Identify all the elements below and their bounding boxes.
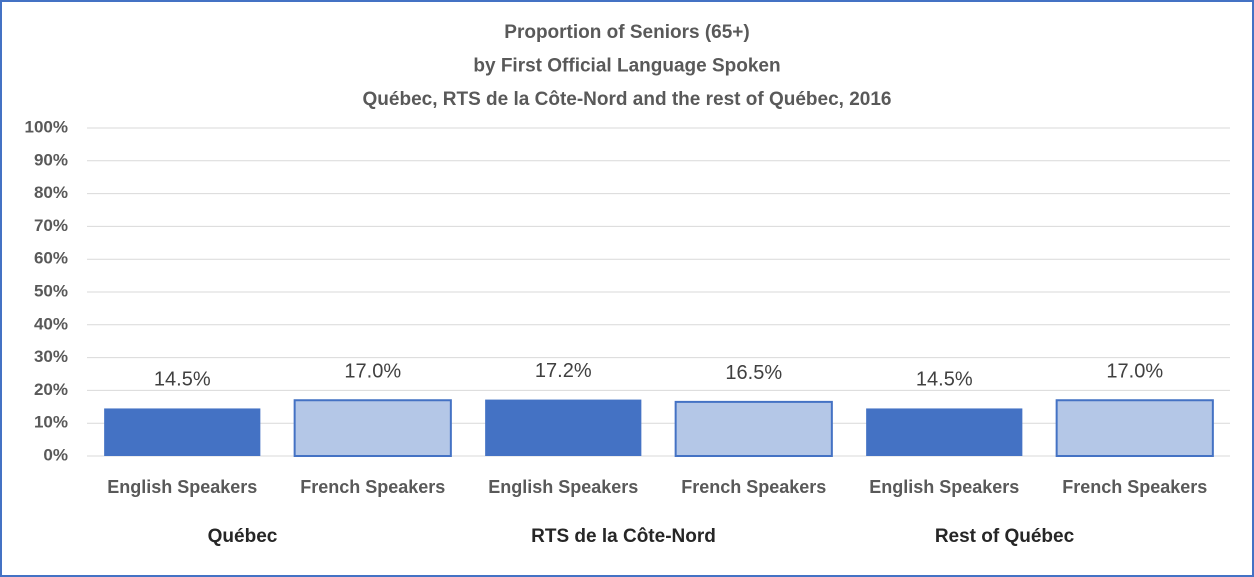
y-tick-label: 40%: [34, 314, 68, 333]
group-label: RTS de la Côte-Nord: [531, 526, 716, 547]
y-tick-label: 60%: [34, 249, 68, 268]
y-tick-label: 70%: [34, 216, 68, 235]
value-label: 14.5%: [916, 369, 973, 391]
y-tick-label: 80%: [34, 183, 68, 202]
value-label: 17.0%: [344, 361, 401, 383]
y-tick-label: 100%: [25, 117, 68, 136]
y-tick-label: 20%: [34, 380, 68, 399]
chart-title: Proportion of Seniors (65+): [504, 22, 749, 43]
x-tick-label: French Speakers: [1062, 477, 1207, 497]
y-tick-label: 30%: [34, 347, 68, 366]
value-label: 17.0%: [1106, 361, 1163, 383]
y-tick-label: 50%: [34, 281, 68, 300]
value-label: 17.2%: [535, 360, 592, 382]
y-tick-label: 0%: [43, 445, 68, 464]
value-label: 16.5%: [725, 362, 782, 384]
bar: [104, 408, 261, 456]
value-label: 14.5%: [154, 369, 211, 391]
group-label: Québec: [208, 526, 278, 547]
bar: [485, 399, 642, 456]
y-tick-label: 10%: [34, 413, 68, 432]
bar: [674, 400, 833, 458]
bar: [866, 408, 1023, 456]
x-tick-label: French Speakers: [300, 477, 445, 497]
x-tick-label: English Speakers: [869, 477, 1019, 497]
x-tick-label: English Speakers: [107, 477, 257, 497]
group-label: Rest of Québec: [935, 526, 1075, 547]
x-tick-label: French Speakers: [681, 477, 826, 497]
bar: [1055, 399, 1214, 457]
x-tick-label: English Speakers: [488, 477, 638, 497]
chart-title: by First Official Language Spoken: [473, 56, 780, 77]
y-tick-label: 90%: [34, 150, 68, 169]
chart-title: Québec, RTS de la Côte-Nord and the rest…: [363, 89, 892, 110]
bar: [293, 399, 452, 457]
